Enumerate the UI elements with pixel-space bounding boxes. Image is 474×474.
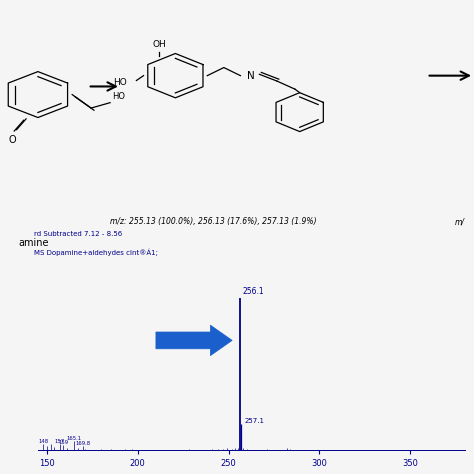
Text: OH: OH [153,40,166,49]
Text: m/z: 255.13 (100.0%), 256.13 (17.6%), 257.13 (1.9%): m/z: 255.13 (100.0%), 256.13 (17.6%), 25… [110,217,317,226]
Text: N: N [247,71,255,81]
Text: O: O [8,135,16,145]
Text: 257.1: 257.1 [244,418,264,424]
Text: HO: HO [113,78,127,87]
Text: 169.8: 169.8 [75,441,91,446]
Text: 159: 159 [58,440,68,445]
Text: amine: amine [18,238,48,248]
Text: 157: 157 [55,439,65,444]
Text: 148: 148 [38,439,48,444]
Polygon shape [156,325,232,356]
Text: 165.1: 165.1 [67,436,82,441]
Text: rd Subtracted 7.12 - 8.56: rd Subtracted 7.12 - 8.56 [34,230,122,237]
Text: m/: m/ [455,217,465,226]
Text: MS Dopamine+aldehydes cInt®Á1;: MS Dopamine+aldehydes cInt®Á1; [34,248,158,256]
Text: 256.1: 256.1 [242,287,264,296]
Text: HO: HO [112,92,126,101]
